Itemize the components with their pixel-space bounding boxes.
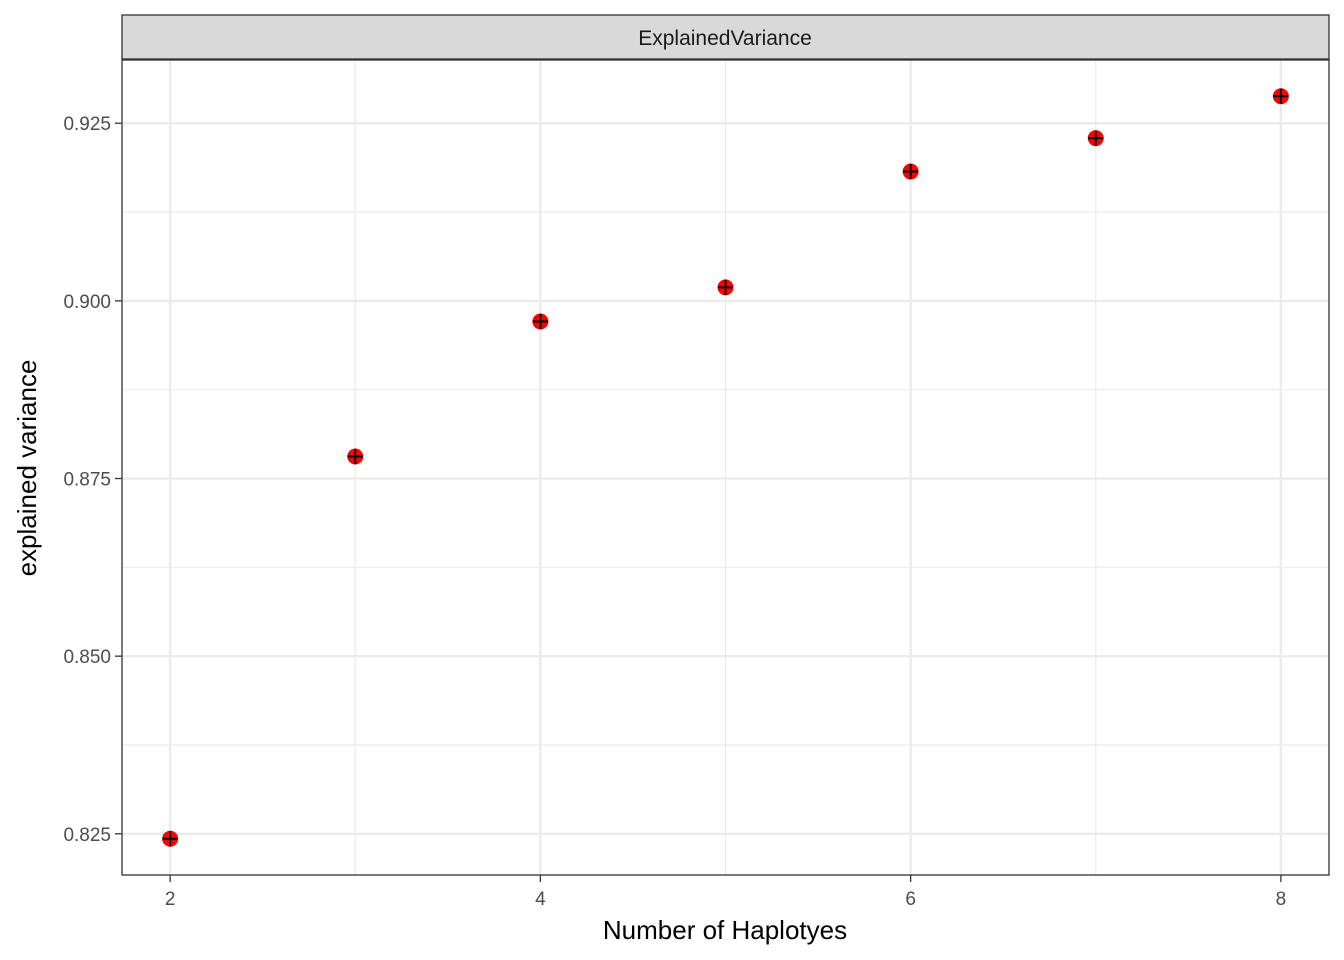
x-axis: 2 4 6 8 [165, 875, 1286, 910]
facet-strip-label: ExplainedVariance [638, 27, 812, 50]
data-point [1272, 88, 1289, 105]
y-tick-label: 0.825 [63, 825, 111, 846]
facet-strip [121, 14, 1330, 60]
data-point [162, 830, 179, 847]
y-tick-label: 0.850 [63, 647, 111, 668]
minor-gridlines [122, 60, 1329, 875]
x-tick-label: 8 [1276, 889, 1287, 910]
x-tick-label: 2 [165, 889, 176, 910]
x-tick-label: 4 [535, 889, 546, 910]
data-point [1087, 130, 1104, 147]
x-axis-title: Number of Haplotyes [603, 915, 847, 945]
data-points [162, 88, 1289, 847]
y-axis-title: explained variance [12, 360, 42, 577]
data-point [532, 313, 549, 330]
data-point [902, 163, 919, 180]
data-point [347, 448, 364, 465]
y-tick-label: 0.925 [63, 114, 111, 135]
x-tick-label: 6 [905, 889, 916, 910]
data-point [717, 279, 734, 296]
panel-border [121, 59, 1330, 876]
y-tick-label: 0.900 [63, 292, 111, 313]
y-axis: 0.825 0.850 0.875 0.900 0.925 [63, 114, 122, 846]
major-gridlines [122, 60, 1329, 875]
y-tick-label: 0.875 [63, 470, 111, 491]
